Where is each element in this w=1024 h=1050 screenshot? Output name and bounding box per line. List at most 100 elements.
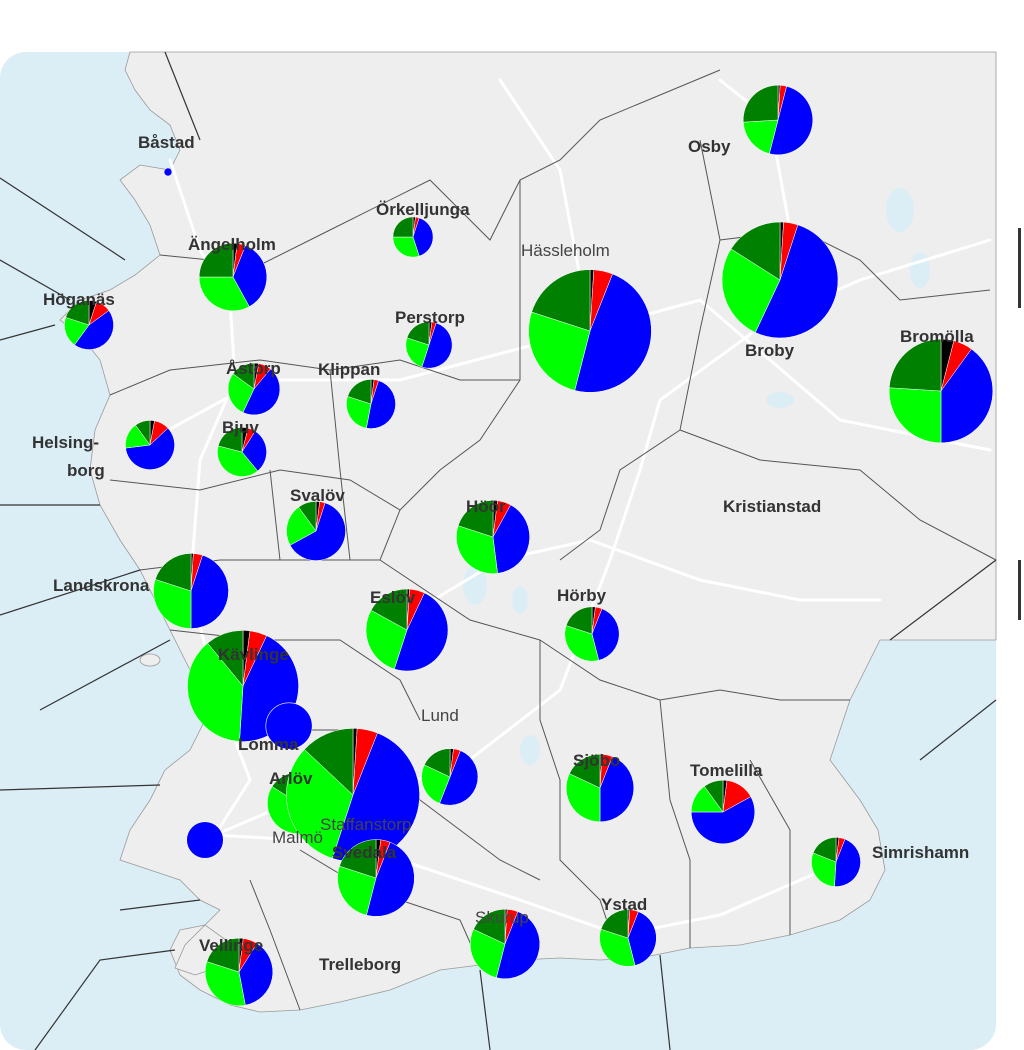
label-sjobo: Sjöbo (573, 751, 620, 770)
sea-line (0, 784, 161, 791)
pie-slice-light-green (564, 625, 600, 662)
pie-slice-blue (496, 911, 541, 980)
label-tomelilla: Tomelilla (690, 761, 763, 780)
label-ystad: Ystad (601, 895, 647, 914)
border-line (159, 69, 721, 266)
pie-slice-dark-green (207, 630, 244, 687)
sea-line (919, 699, 997, 761)
pie-slice-dark-green (217, 427, 243, 453)
pie-slice-dark-green (135, 420, 151, 446)
pie-slice-light-green (217, 445, 259, 477)
border-line (109, 469, 401, 511)
pie-slice-dark-green (812, 837, 837, 863)
pie-slice-light-green (421, 764, 451, 804)
label-bjuv: Bjuv (222, 418, 259, 437)
pie-slice-dark-green (703, 779, 724, 813)
pie-slice-dark-green (232, 362, 255, 390)
sea-line (889, 559, 997, 641)
pie-klippan (346, 379, 396, 429)
border-line (379, 180, 521, 561)
pie-slice-light-green (187, 642, 244, 742)
pie-slice-blue (690, 796, 755, 844)
pie-slice-light-green (286, 506, 317, 546)
label-malmo: Malmö (272, 828, 323, 847)
label-helsingborg-line1: Helsing- (32, 433, 99, 452)
pie-slice-light-green (365, 609, 408, 670)
pie-slice-dark-green (65, 300, 90, 326)
pie-slice-light-green (888, 387, 942, 444)
pie-slice-blue (627, 911, 657, 966)
label-skurup: Skurup (475, 908, 529, 927)
label-svedala: Svedala (332, 843, 397, 862)
lake (886, 188, 914, 232)
sea-line (0, 259, 71, 301)
label-layer: Båstad Osby Örkelljunga Ängelholm Hässle… (32, 133, 974, 974)
pie-slice-dark-green (206, 937, 240, 973)
label-staffanstorp: Staffanstorp (320, 815, 411, 834)
lake (512, 586, 528, 614)
pie-slice-dark-green (423, 748, 451, 778)
border-line (249, 879, 301, 1011)
pie-helsingborg (125, 420, 175, 470)
pie-slice-blue (394, 592, 449, 672)
pie-layer (64, 84, 994, 1007)
pie-slice-dark-green (304, 728, 354, 796)
pie-slice-blue (241, 430, 267, 472)
pie-bromolla (888, 338, 994, 444)
pie-kavlinge (187, 630, 299, 742)
label-bastad: Båstad (138, 133, 195, 152)
lake (910, 252, 930, 288)
pie-slice-blue (186, 821, 224, 859)
pie-slice-light-green (456, 525, 498, 574)
label-kavlinge: Kävlinge (218, 645, 289, 664)
pie-slice-blue (238, 943, 274, 1006)
pie-slice-dark-green (392, 216, 414, 238)
label-broby: Broby (745, 341, 795, 360)
pie-slice-blue (74, 310, 114, 350)
pie-slice-light-green (153, 579, 192, 629)
pie-slice-blue (574, 273, 652, 393)
lake (766, 392, 794, 408)
pie-slice-dark-green (569, 753, 601, 789)
sea-zone-lines (0, 51, 997, 1050)
sea-line (659, 954, 671, 1050)
pie-tomelilla (690, 779, 755, 844)
pie-orkelljunga (392, 216, 434, 258)
pie-hoor (456, 500, 530, 574)
sea-line (119, 899, 201, 911)
pie-slice-blue (125, 427, 175, 470)
border-line (749, 759, 791, 935)
pie-slice-light-green (337, 865, 377, 916)
pie-svalov (286, 501, 346, 561)
pie-slice-blue (940, 348, 994, 444)
label-perstorp: Perstorp (395, 308, 465, 327)
sea-line (0, 569, 141, 616)
label-landskrona: Landskrona (53, 576, 150, 595)
island (139, 653, 161, 667)
border-line (659, 699, 691, 948)
label-kristianstad: Kristianstad (723, 497, 821, 516)
label-lomma: Lomma (238, 735, 299, 754)
border-line (269, 469, 281, 561)
border-line (539, 639, 850, 701)
road (213, 833, 837, 937)
pie-vellinge (204, 937, 274, 1007)
label-arlov: Arlöv (269, 769, 313, 788)
pie-slice-light-green (346, 396, 372, 429)
frame-tick (1018, 228, 1021, 308)
pie-slice-blue (242, 368, 281, 416)
pie-slice-blue (591, 608, 620, 661)
label-vellinge: Vellinge (199, 936, 263, 955)
pie-slice-light-green (743, 119, 779, 155)
pie-slice-blue (439, 750, 479, 806)
pie-lund (421, 748, 479, 806)
pie-slice-blue (366, 380, 396, 429)
label-eslov: Eslöv (370, 588, 416, 607)
pie-slice-blue (163, 167, 173, 177)
pie-slice-dark-green (888, 338, 942, 392)
pie-slice-light-green (528, 311, 591, 391)
pie-simrishamn (811, 837, 861, 887)
pie-landskrona (153, 553, 229, 629)
pie-slice-light-green (811, 852, 837, 887)
